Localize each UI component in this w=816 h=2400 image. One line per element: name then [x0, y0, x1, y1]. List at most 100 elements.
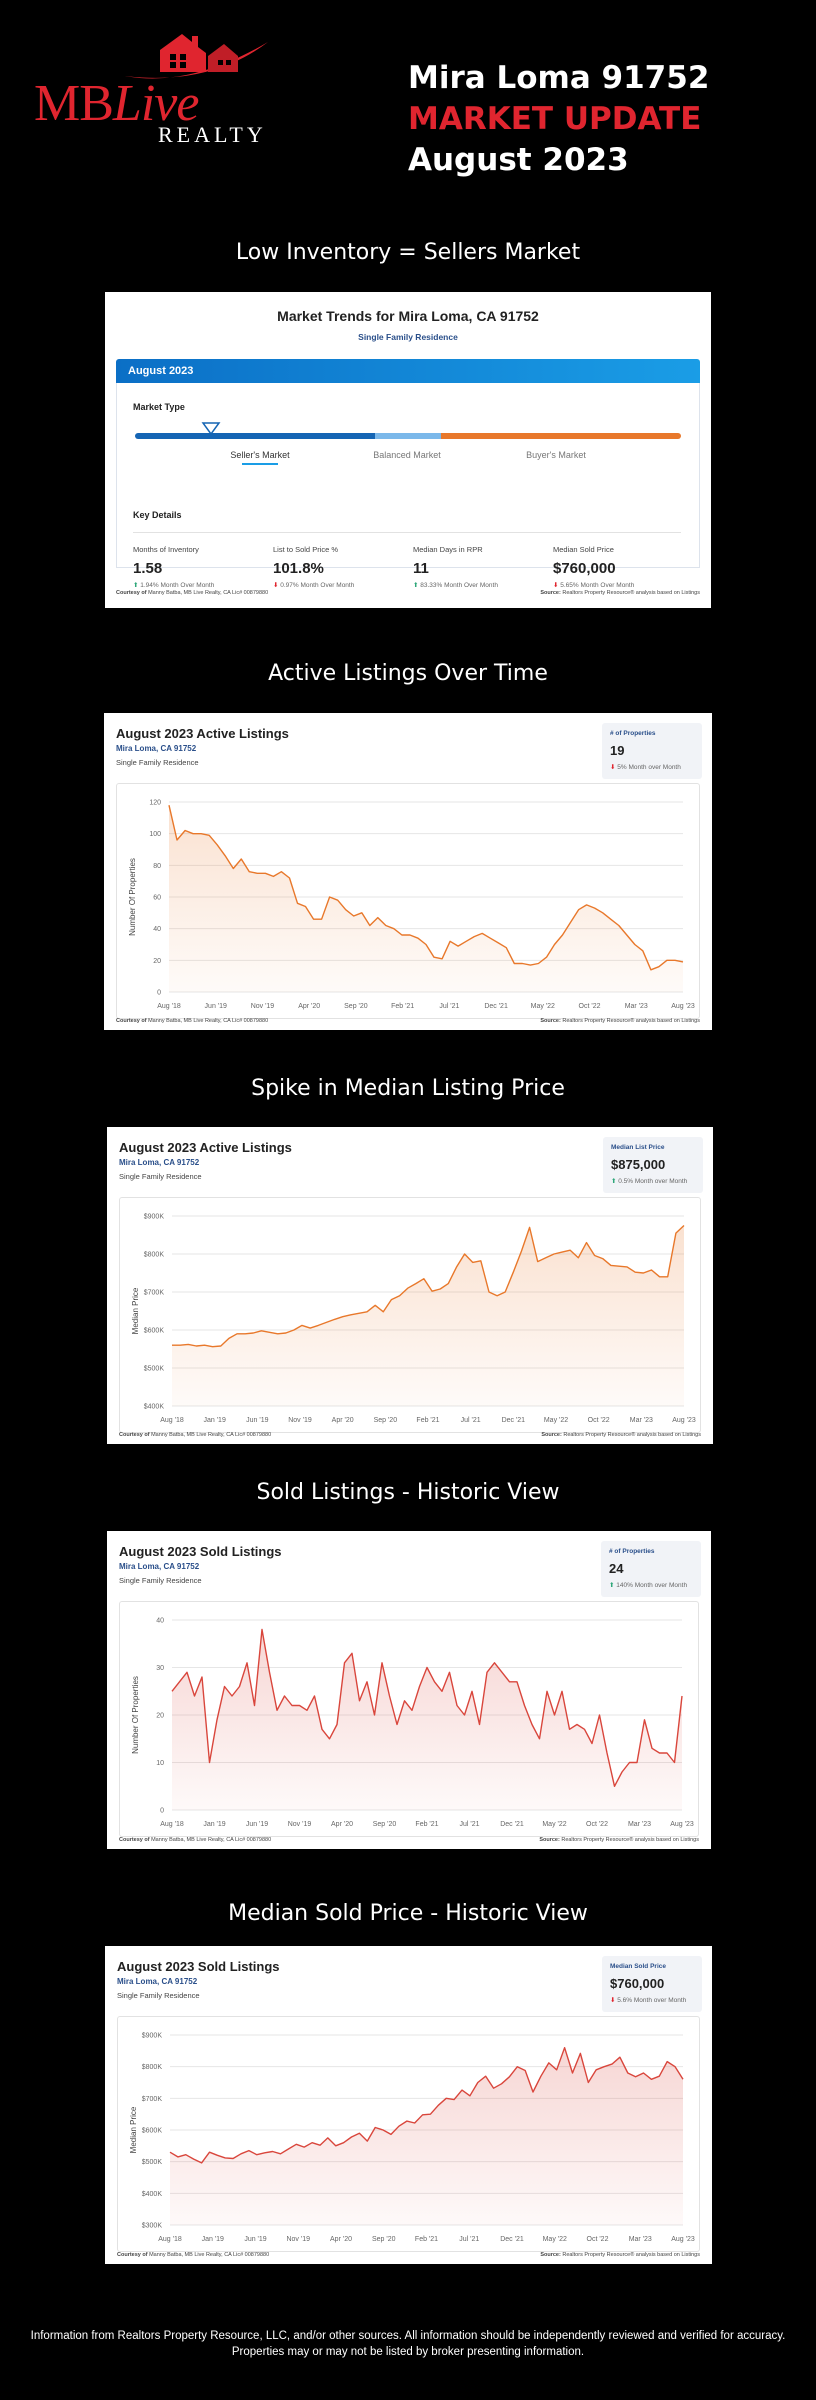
stat-value: 24	[609, 1561, 624, 1576]
series-line	[169, 2047, 684, 2164]
x-tick-label: Jan '19	[202, 2236, 224, 2243]
y-tick-label: 120	[149, 800, 161, 807]
y-tick-label: 60	[153, 895, 161, 902]
market-indicator-icon	[201, 422, 221, 436]
stat-change: ⬇ 5.6% Month over Month	[610, 1996, 686, 2004]
y-tick-label: $900K	[142, 2033, 163, 2040]
y-tick-label: $600K	[142, 2128, 163, 2135]
x-tick-label: Sep '20	[374, 1417, 398, 1424]
series-line	[172, 1224, 685, 1348]
x-tick-label: Jun '19	[205, 1003, 227, 1010]
card-property-type: Single Family Residence	[119, 1576, 202, 1585]
arrow-up-icon: ⬆	[413, 582, 419, 589]
x-tick-label: Oct '22	[579, 1003, 601, 1010]
y-tick-label: $900K	[144, 1214, 165, 1221]
arrow-down-icon: ⬇	[610, 764, 618, 771]
seller-segment	[135, 433, 375, 439]
x-tick-label: Aug '18	[158, 2236, 182, 2243]
y-tick-label: 20	[156, 1713, 164, 1720]
balanced-segment	[375, 433, 441, 439]
source-note: Source: Realtors Property Resource® anal…	[539, 1837, 699, 1843]
y-axis-label: Number Of Properties	[128, 858, 137, 936]
x-tick-label: Aug '18	[160, 1417, 184, 1424]
x-tick-label: Jun '19	[246, 1417, 268, 1424]
courtesy-note: Courtesy of Manny Batba, MB Live Realty,…	[116, 1018, 269, 1024]
market-type-label: Market Type	[133, 402, 185, 412]
card-property-type: Single Family Residence	[116, 758, 199, 767]
key-detail-list-to-sold: List to Sold Price % 101.8% ⬇ 0.97% Mont…	[273, 545, 355, 589]
y-tick-label: $800K	[142, 2064, 163, 2071]
stat-change: ⬆ 140% Month over Month	[609, 1581, 687, 1589]
x-tick-label: Oct '22	[588, 1417, 610, 1424]
x-tick-label: Mar '23	[629, 2236, 652, 2243]
y-tick-label: 0	[160, 1808, 164, 1815]
card-property-type: Single Family Residence	[117, 1991, 200, 2000]
buyer-segment	[441, 433, 681, 439]
y-tick-label: 40	[156, 1618, 164, 1625]
y-tick-label: $500K	[142, 2159, 163, 2166]
house-icon	[125, 34, 268, 79]
x-tick-label: Feb '21	[391, 1003, 414, 1010]
y-tick-label: $500K	[144, 1366, 165, 1373]
y-tick-label: 30	[156, 1665, 164, 1672]
x-tick-label: Feb '21	[415, 1821, 438, 1828]
courtesy-note: Courtesy of Manny Batba, MB Live Realty,…	[119, 1837, 272, 1843]
y-tick-label: $300K	[142, 2223, 163, 2230]
x-tick-label: Oct '22	[586, 1821, 608, 1828]
stat-box: Median Sold Price $760,000 ⬇ 5.6% Month ov…	[602, 1956, 702, 2012]
logo-wordmark: MBLive	[34, 75, 199, 132]
x-tick-label: Aug '18	[160, 1821, 184, 1828]
source-note: Source: Realtors Property Resource® anal…	[540, 1018, 700, 1024]
x-tick-label: Dec '21	[502, 1417, 526, 1424]
x-tick-label: Aug '18	[157, 1003, 181, 1010]
market-trends-card: Market Trends for Mira Loma, CA 91752 Si…	[105, 292, 711, 608]
series-area	[170, 2047, 683, 2225]
x-tick-label: May '22	[531, 1003, 555, 1010]
y-tick-label: $400K	[142, 2191, 163, 2198]
x-tick-label: Dec '21	[484, 1003, 508, 1010]
x-tick-label: Aug '23	[670, 1821, 694, 1828]
key-detail-months-inventory: Months of Inventory 1.58 ⬆ 1.94% Month O…	[133, 545, 215, 589]
y-tick-label: 40	[153, 926, 161, 933]
x-tick-label: Mar '23	[630, 1417, 653, 1424]
x-tick-label: Apr '20	[331, 1821, 353, 1828]
stat-box: # of Properties 24 ⬆ 140% Month over Month	[601, 1541, 701, 1597]
stat-label: Median List Price	[611, 1144, 665, 1151]
header-title-block: Mira Loma 91752 MARKET UPDATE August 202…	[408, 58, 709, 181]
x-tick-label: Sep '20	[344, 1003, 368, 1010]
series-line	[171, 1628, 683, 1787]
key-detail-median-days: Median Days in RPR 11 ⬆ 83.33% Month Ove…	[413, 545, 498, 589]
arrow-down-icon: ⬇	[273, 582, 279, 589]
source-note: Source: Realtors Property Resource® anal…	[541, 1432, 701, 1438]
mb-live-realty-logo: MBLive REALTY	[30, 28, 268, 148]
stat-label: # of Properties	[610, 730, 656, 737]
stat-change-text: 0.5% Month over Month	[618, 1178, 688, 1185]
x-tick-label: Jun '19	[246, 1821, 268, 1828]
line-chart: 0 10 20 30 40 Aug '18 Jan '19 Jun '19 Nov '19 Apr…	[131, 1618, 694, 1829]
section-title-sold-price: Median Sold Price - Historic View	[228, 1901, 588, 1926]
x-tick-label: Sep '20	[372, 2236, 396, 2243]
market-trends-subtitle: Single Family Residence	[358, 332, 458, 342]
arrow-up-icon: ⬆	[133, 582, 139, 589]
x-tick-label: Nov '19	[286, 2236, 310, 2243]
line-chart: $300K $400K $500K $600K $700K $800K $900K Aug '…	[129, 2033, 695, 2244]
arrow-up-icon: ⬆	[609, 1582, 617, 1589]
y-tick-label: $400K	[144, 1404, 165, 1411]
series-area	[172, 1225, 684, 1406]
header-date: August 2023	[408, 142, 629, 178]
selected-underline	[242, 463, 278, 465]
page-header: MBLive REALTY Mira Loma 91752 MARKET UPD…	[0, 0, 816, 200]
x-tick-label: Aug '23	[671, 1003, 695, 1010]
courtesy-note: Courtesy of Manny Batba, MB Live Realty,…	[117, 2252, 270, 2258]
card-location: Mira Loma, CA 91752	[116, 744, 197, 753]
chart-frame: $400K $500K $600K $700K $800K $900K Aug '18 Jan…	[119, 1197, 701, 1433]
card-property-type: Single Family Residence	[119, 1172, 202, 1181]
y-tick-label: $700K	[144, 1290, 165, 1297]
x-tick-label: Apr '20	[298, 1003, 320, 1010]
x-tick-label: Feb '21	[415, 2236, 438, 2243]
chart-card: August 2023 Active Listings Mira Loma, CA…	[107, 1127, 713, 1444]
x-tick-label: Feb '21	[416, 1417, 439, 1424]
x-tick-label: May '22	[542, 1821, 566, 1828]
card-location: Mira Loma, CA 91752	[119, 1158, 200, 1167]
x-tick-label: Jan '19	[203, 1417, 225, 1424]
